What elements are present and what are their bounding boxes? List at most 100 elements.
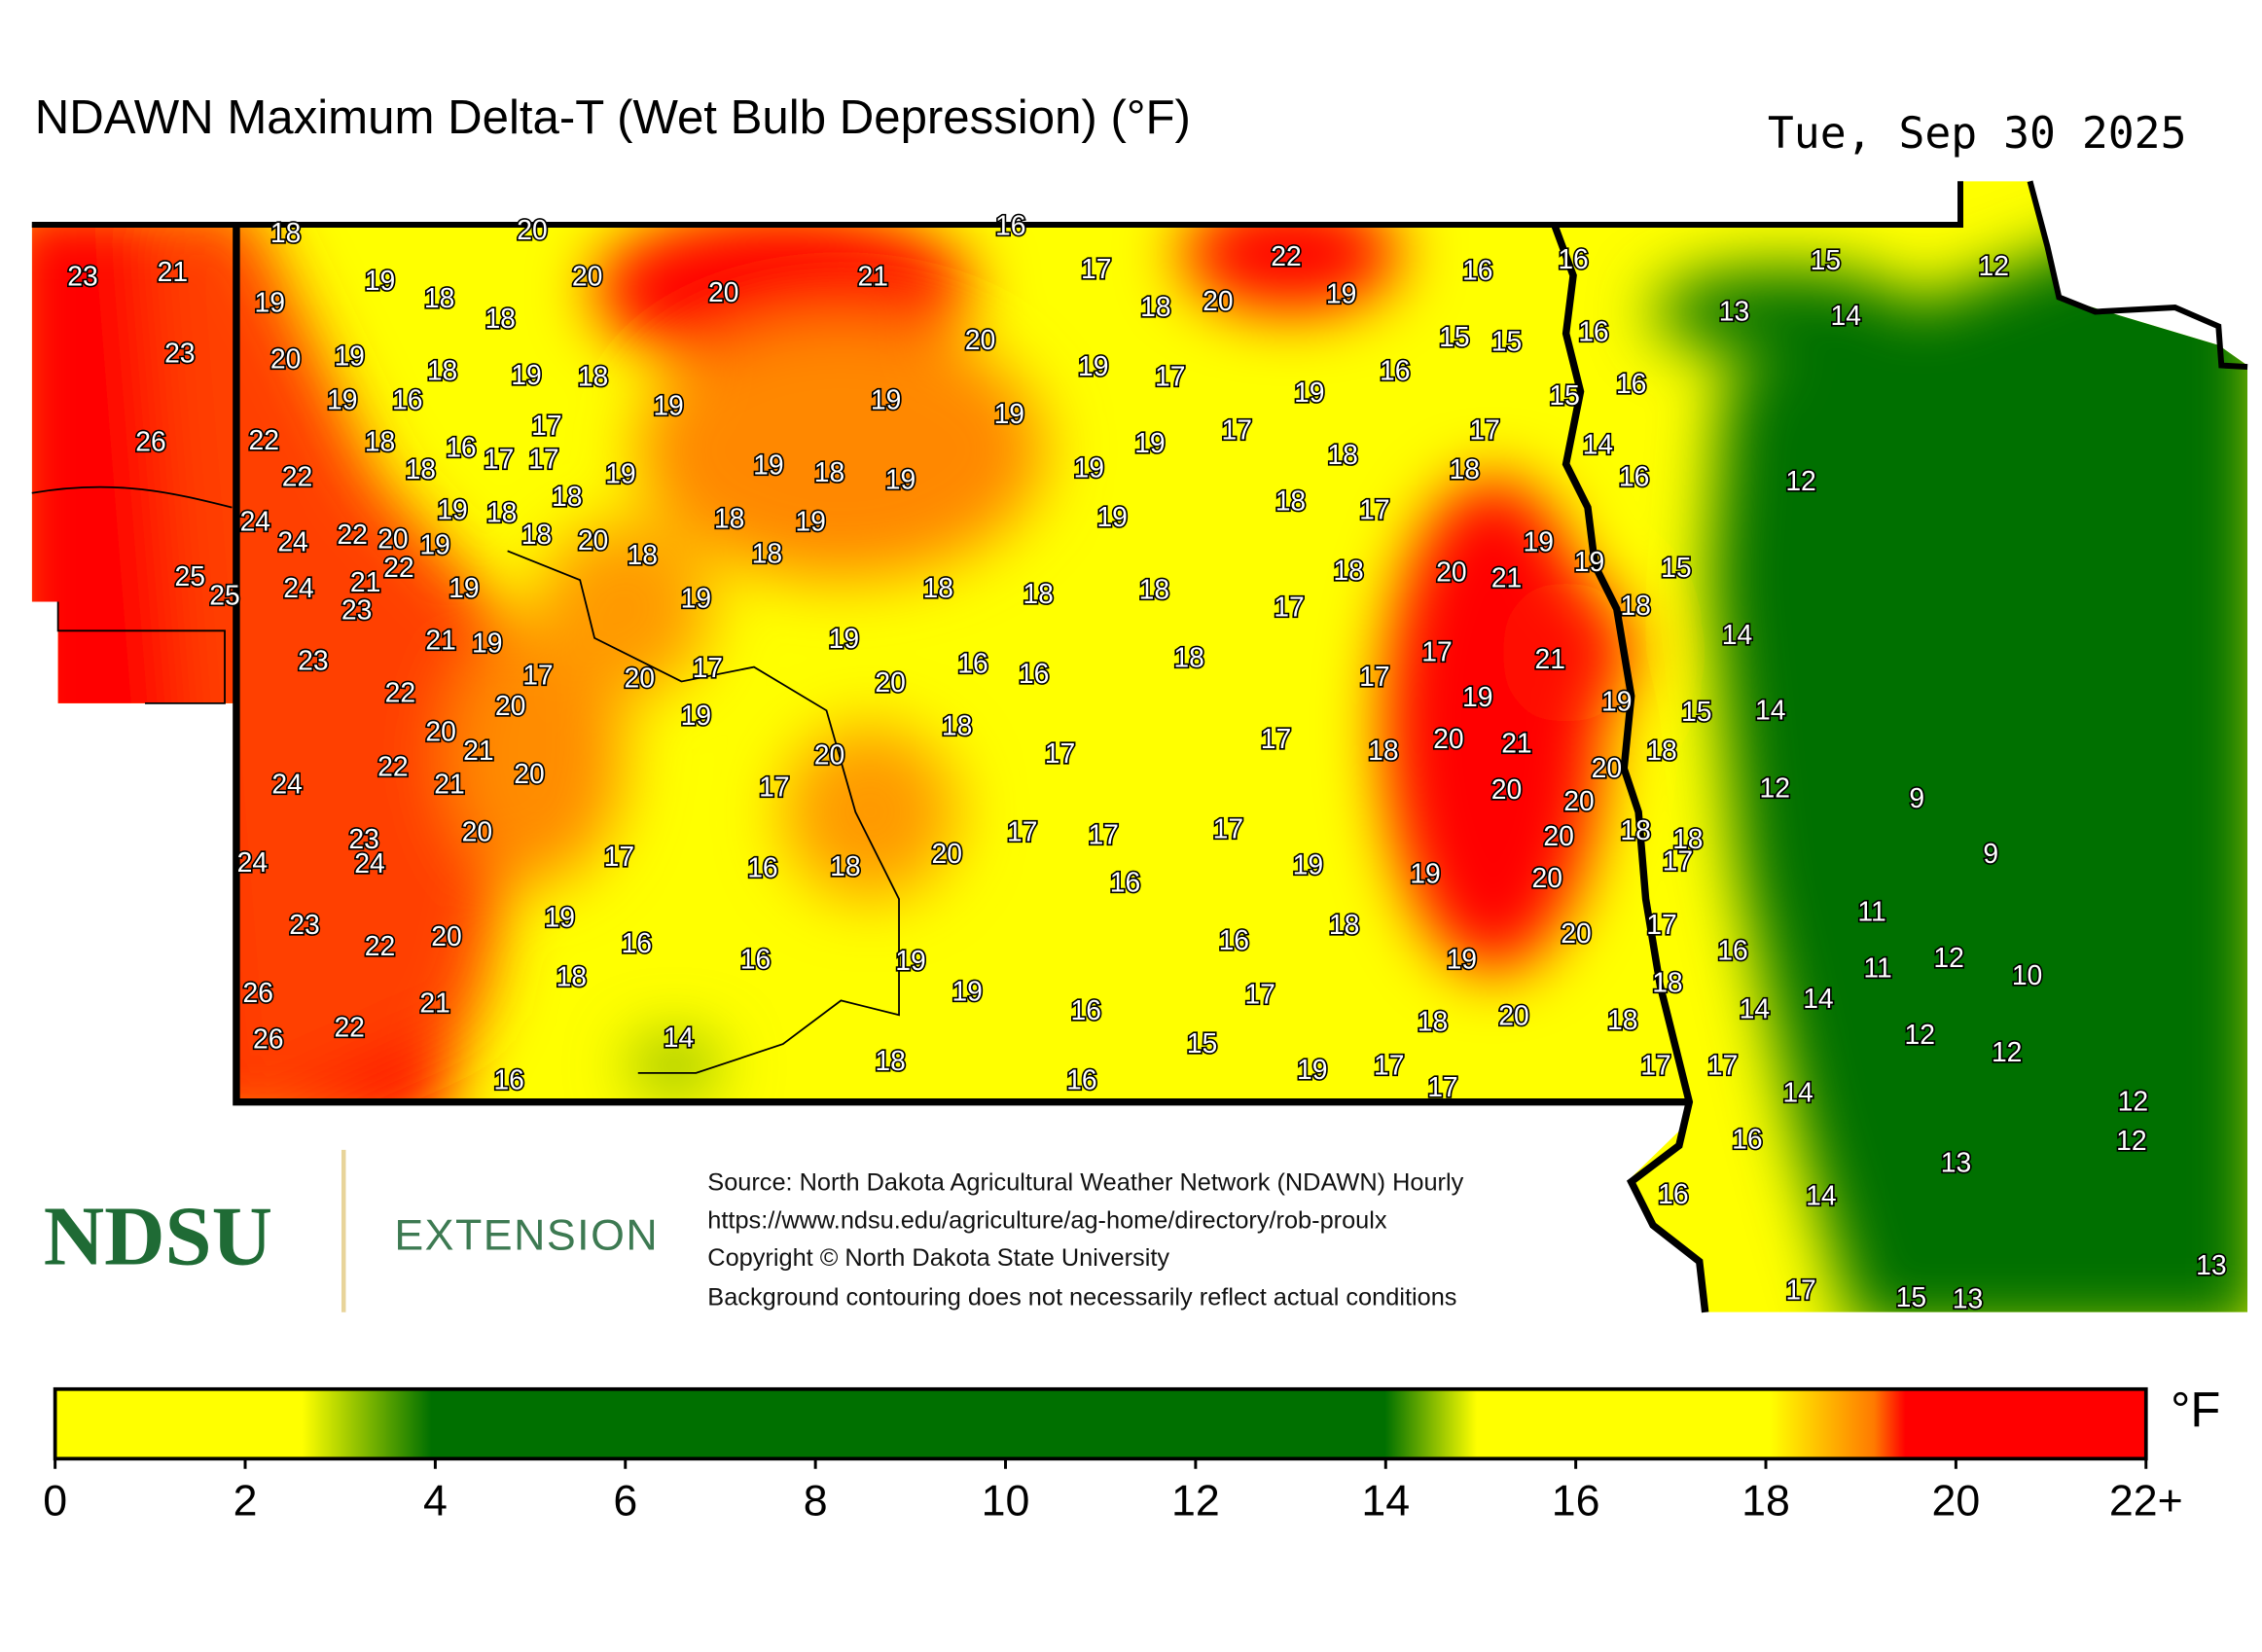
station-value: 18 xyxy=(1140,291,1170,322)
station-value: 19 xyxy=(753,449,783,480)
station-value: 24 xyxy=(277,525,307,557)
station-value: 17 xyxy=(1081,253,1111,284)
legend-tick-label: 8 xyxy=(804,1477,828,1525)
station-value: 14 xyxy=(1806,1180,1836,1211)
station-value: 15 xyxy=(1491,326,1522,357)
credit-line: Copyright © North Dakota State Universit… xyxy=(707,1244,1169,1272)
station-value: 18 xyxy=(752,537,782,568)
station-value: 18 xyxy=(830,850,860,881)
credit-line: Source: North Dakota Agricultural Weathe… xyxy=(707,1169,1463,1197)
station-value: 25 xyxy=(209,580,239,611)
station-value: 13 xyxy=(1941,1146,1971,1177)
station-value: 18 xyxy=(875,1045,905,1076)
station-value: 17 xyxy=(531,410,561,441)
legend-tick-label: 4 xyxy=(423,1477,448,1525)
station-value: 22 xyxy=(385,676,415,707)
station-value: 20 xyxy=(965,324,995,355)
station-value: 20 xyxy=(572,261,602,292)
station-value: 18 xyxy=(1620,814,1650,845)
station-value: 18 xyxy=(552,481,582,512)
station-value: 13 xyxy=(1719,295,1749,326)
station-value: 12 xyxy=(1905,1019,1935,1050)
station-value: 16 xyxy=(1558,243,1588,274)
station-value: 18 xyxy=(1672,823,1703,854)
legend-tick-label: 16 xyxy=(1552,1477,1600,1525)
station-value: 18 xyxy=(1327,439,1357,470)
station-value: 9 xyxy=(1983,838,1998,869)
station-value: 18 xyxy=(1418,1006,1448,1037)
station-value: 17 xyxy=(1421,636,1452,667)
station-value: 17 xyxy=(1374,1049,1404,1080)
station-value: 18 xyxy=(1607,1004,1637,1035)
station-value: 21 xyxy=(434,768,464,799)
station-value: 17 xyxy=(484,443,514,474)
station-value: 17 xyxy=(1045,737,1075,769)
station-value: 12 xyxy=(1933,942,1963,973)
station-value: 21 xyxy=(1491,562,1522,593)
station-value: 19 xyxy=(419,528,449,559)
station-value: 17 xyxy=(1213,812,1243,844)
station-value: 14 xyxy=(1755,694,1785,725)
station-value: 17 xyxy=(1222,414,1252,446)
station-value: 19 xyxy=(449,572,479,603)
station-value: 19 xyxy=(895,945,925,976)
legend-tick-label: 6 xyxy=(613,1477,637,1525)
station-value: 17 xyxy=(1663,844,1693,876)
legend-ticks: 0 2 4 6 8 10 12 14 16 18 20 22+ xyxy=(43,1458,2183,1525)
station-value: 19 xyxy=(1134,427,1165,458)
station-value: 20 xyxy=(514,758,544,789)
station-value: 12 xyxy=(1979,250,2009,281)
station-value: 17 xyxy=(1244,978,1275,1009)
station-value: 22 xyxy=(249,424,279,455)
station-value: 19 xyxy=(951,975,982,1006)
station-value: 24 xyxy=(237,846,268,878)
station-value: 17 xyxy=(1359,494,1389,525)
station-value: 26 xyxy=(135,426,165,457)
station-value: 12 xyxy=(1785,465,1815,496)
station-value: 19 xyxy=(1462,681,1492,712)
station-value: 17 xyxy=(759,771,789,802)
station-value: 24 xyxy=(271,768,302,799)
station-value: 18 xyxy=(627,539,657,570)
legend-bar xyxy=(53,1386,2148,1461)
station-value: 20 xyxy=(814,738,844,770)
station-value: 12 xyxy=(1759,772,1789,804)
legend-tick-label: 22+ xyxy=(2109,1477,2183,1525)
station-value: 22 xyxy=(282,460,312,491)
station-value: 20 xyxy=(1436,557,1466,588)
station-value: 16 xyxy=(1658,1178,1688,1209)
station-value: 18 xyxy=(1652,966,1682,997)
station-value: 16 xyxy=(1619,460,1649,491)
station-value: 18 xyxy=(365,426,395,457)
station-value: 22 xyxy=(337,519,367,550)
station-value: 20 xyxy=(1203,285,1233,316)
title: NDAWN Maximum Delta-T (Wet Bulb Depressi… xyxy=(35,90,1191,144)
legend-tick-label: 0 xyxy=(43,1477,67,1525)
station-value: 16 xyxy=(1019,658,1049,689)
station-value: 20 xyxy=(1433,723,1463,754)
station-value: 19 xyxy=(1601,685,1632,716)
station-value: 19 xyxy=(829,623,859,654)
station-value: 19 xyxy=(472,628,502,659)
station-value: 20 xyxy=(1592,752,1622,783)
station-value: 17 xyxy=(604,841,634,872)
station-value: 14 xyxy=(1722,619,1752,650)
station-value: 24 xyxy=(240,506,270,537)
station-value: 21 xyxy=(425,625,455,656)
station-value: 11 xyxy=(1863,952,1891,984)
station-value: 12 xyxy=(2116,1125,2146,1156)
station-value: 21 xyxy=(419,987,449,1018)
station-value: 17 xyxy=(1007,815,1037,846)
station-value: 18 xyxy=(1333,555,1363,586)
station-value: 19 xyxy=(885,463,916,494)
station-value: 13 xyxy=(2196,1249,2226,1280)
station-value: 20 xyxy=(425,716,455,747)
station-value: 15 xyxy=(1811,244,1841,275)
date: Tue, Sep 30 2025 xyxy=(1768,107,2187,159)
station-value: 9 xyxy=(1909,782,1924,813)
station-value: 17 xyxy=(1359,661,1389,692)
station-value: 20 xyxy=(1561,917,1591,949)
station-value: 17 xyxy=(1646,909,1676,940)
station-value: 19 xyxy=(1447,944,1477,975)
station-value: 22 xyxy=(383,552,413,583)
